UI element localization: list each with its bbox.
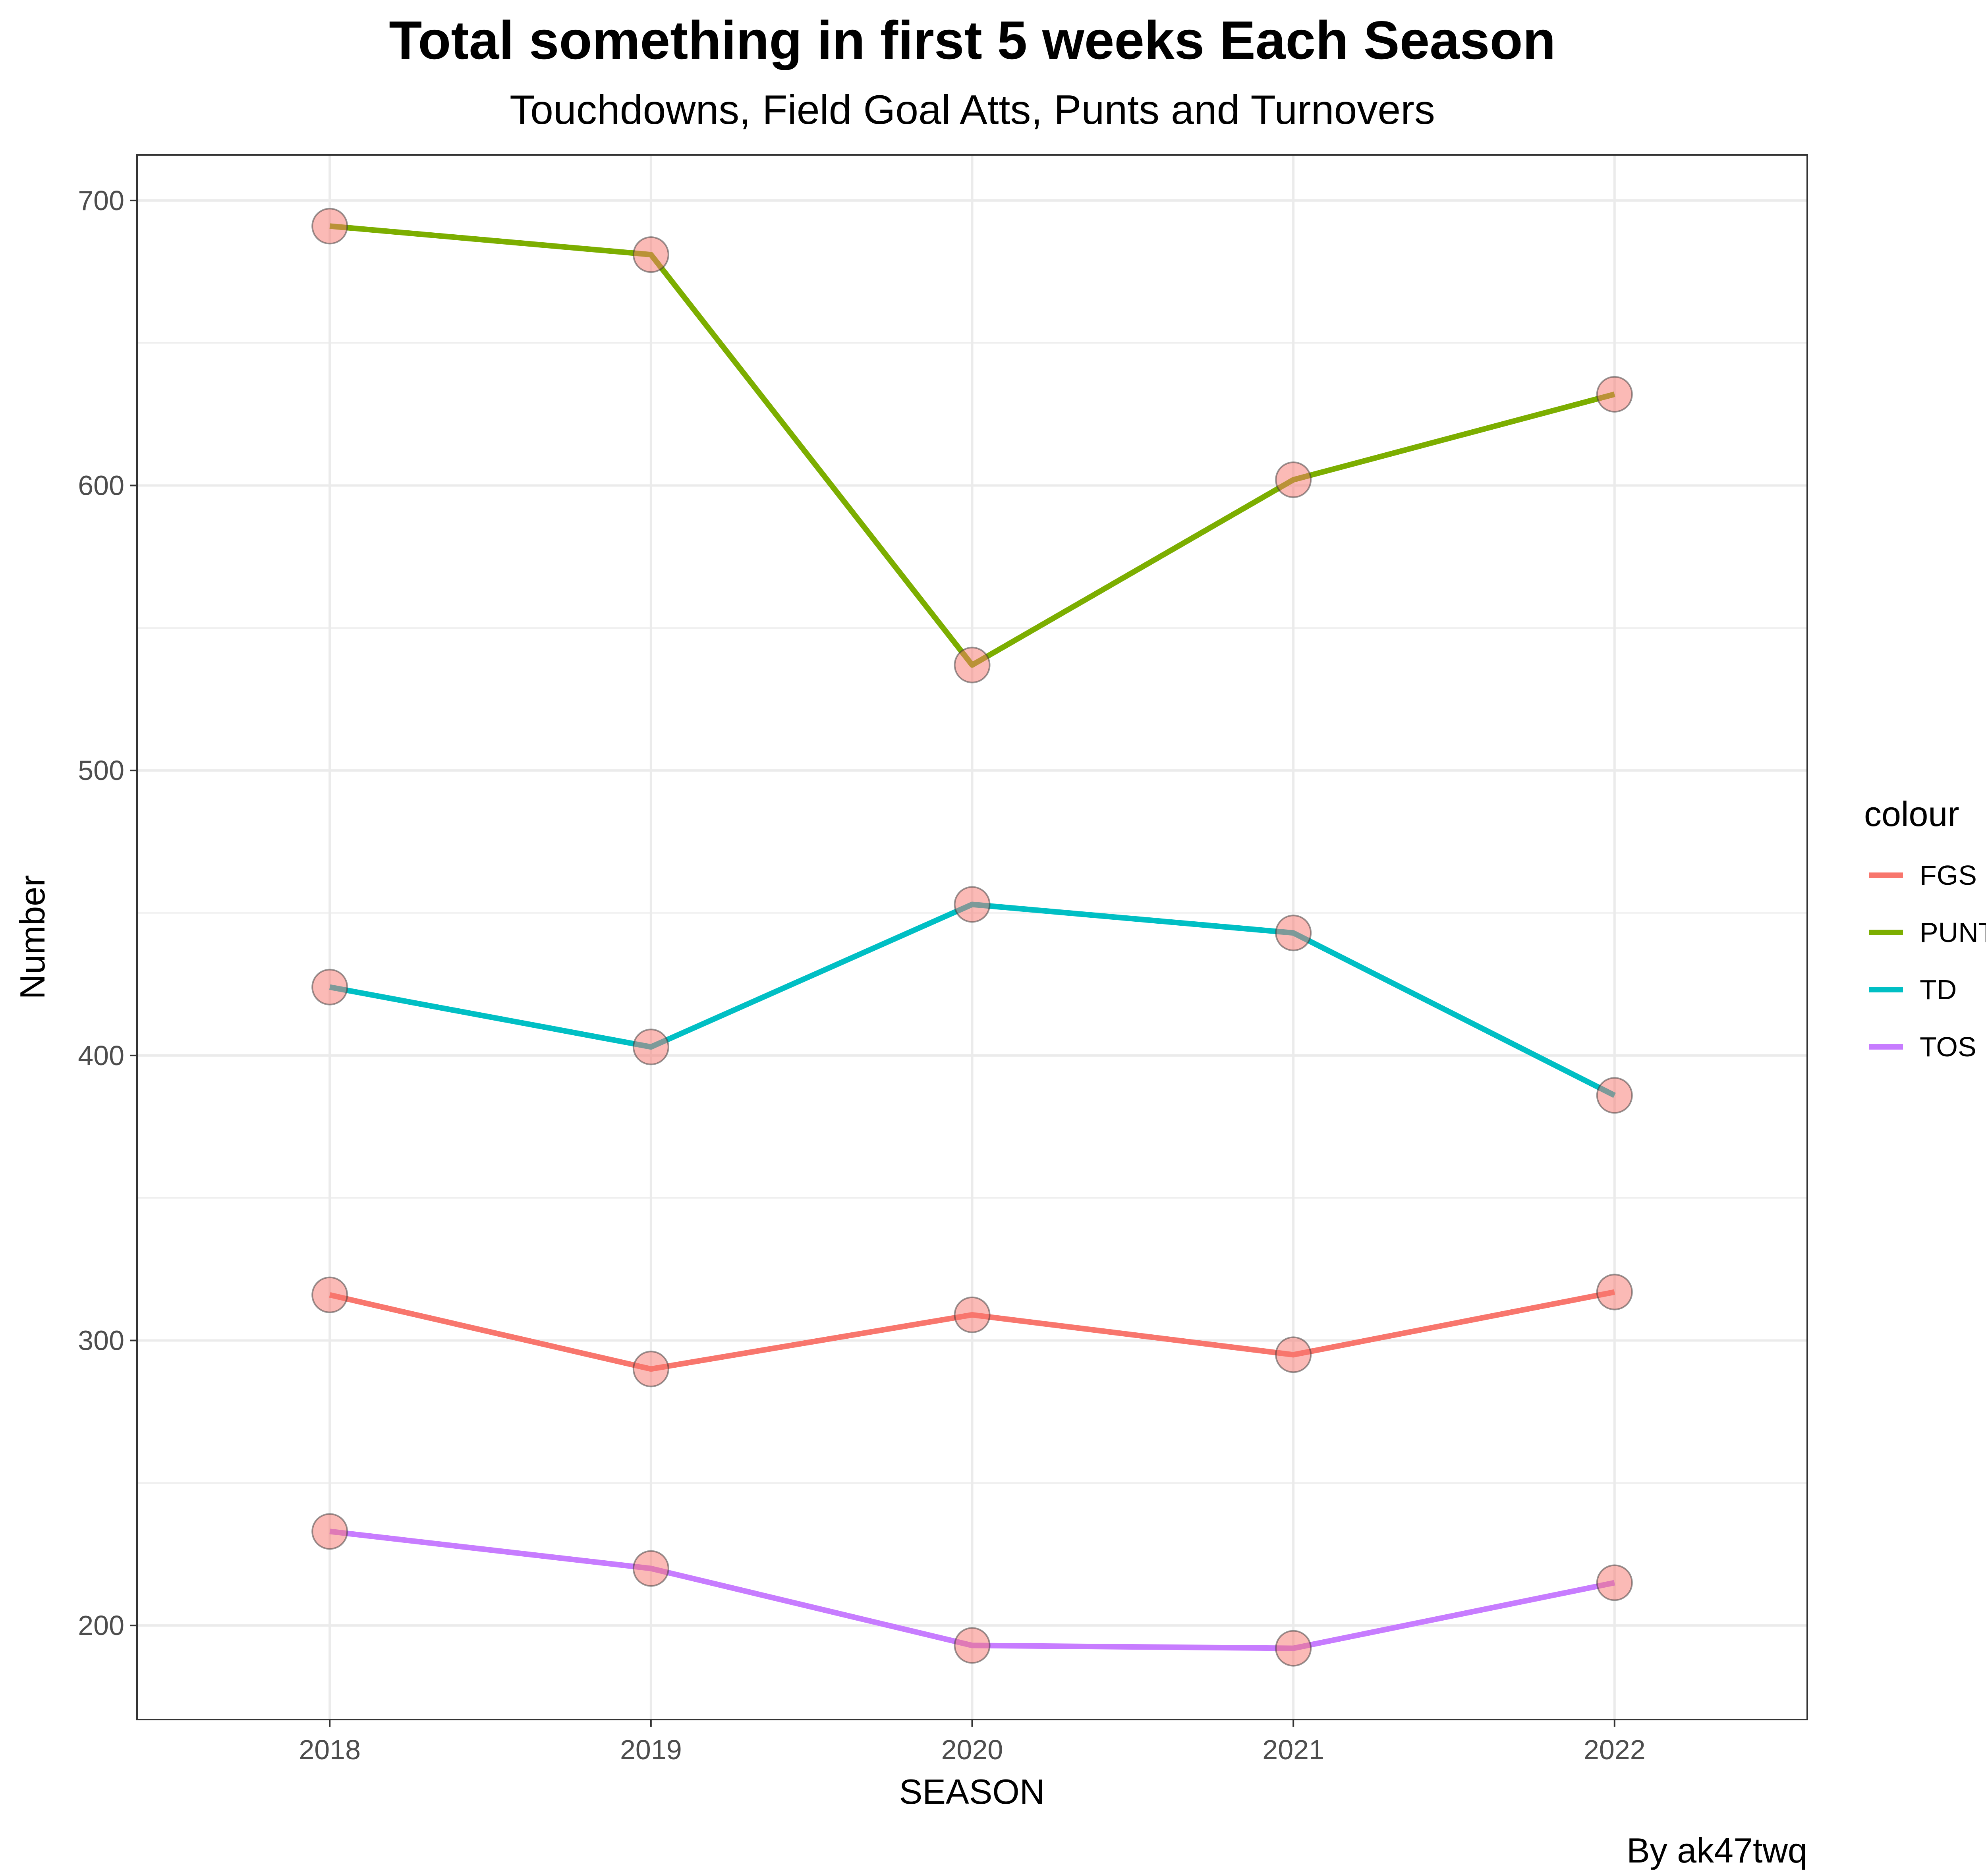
data-point-fgs [1596, 1274, 1633, 1310]
data-point-tos [311, 1513, 348, 1550]
data-point-td [954, 886, 991, 923]
data-point-tos [632, 1550, 669, 1587]
legend-label: PUNTS [1920, 917, 1986, 948]
y-tick-label: 200 [78, 1610, 124, 1641]
x-axis: 2018 2019 2020 2021 2022 [299, 1720, 1646, 1765]
data-point-punts [1275, 461, 1312, 498]
y-tick-label: 400 [78, 1040, 124, 1071]
legend-items: FGS PUNTS TD TOS [1869, 860, 1986, 1062]
legend-item-td: TD [1869, 974, 1957, 1005]
data-point-punts [954, 647, 991, 683]
legend-title: colour [1864, 794, 1959, 834]
chart-title: Total something in first 5 weeks Each Se… [389, 10, 1555, 70]
legend-label: TD [1920, 974, 1957, 1005]
x-tick-label: 2021 [1262, 1734, 1324, 1765]
data-point-td [311, 969, 348, 1006]
y-axis: 200 300 400 500 600 700 [78, 185, 137, 1641]
y-tick-label: 700 [78, 185, 124, 216]
data-point-punts [311, 208, 348, 245]
y-tick-label: 500 [78, 755, 124, 786]
chart-caption: By ak47twq [1627, 1831, 1807, 1870]
data-point-td [1275, 915, 1312, 952]
legend-item-fgs: FGS [1869, 860, 1977, 891]
data-point-td [632, 1029, 669, 1065]
chart-subtitle: Touchdowns, Field Goal Atts, Punts and T… [510, 87, 1435, 133]
x-tick-label: 2018 [299, 1734, 361, 1765]
legend-label: FGS [1920, 860, 1977, 891]
y-tick-label: 300 [78, 1325, 124, 1356]
x-axis-title: SEASON [899, 1772, 1045, 1811]
data-point-punts [1596, 376, 1633, 413]
data-point-fgs [954, 1296, 991, 1333]
data-points [311, 208, 1633, 1667]
x-tick-label: 2020 [941, 1734, 1003, 1765]
plot-panel [136, 154, 1808, 1720]
legend-label: TOS [1920, 1031, 1976, 1062]
legend: colour FGS PUNTS TD TOS [1864, 794, 1986, 1062]
data-point-fgs [311, 1276, 348, 1313]
data-point-tos [954, 1627, 991, 1664]
y-tick-label: 600 [78, 470, 124, 501]
data-point-td [1596, 1077, 1633, 1114]
x-tick-label: 2022 [1584, 1734, 1646, 1765]
data-point-tos [1596, 1564, 1633, 1601]
legend-item-tos: TOS [1869, 1031, 1976, 1062]
x-tick-label: 2019 [620, 1734, 682, 1765]
data-point-punts [632, 236, 669, 273]
legend-item-punts: PUNTS [1869, 917, 1986, 948]
data-point-fgs [632, 1351, 669, 1388]
data-point-fgs [1275, 1336, 1312, 1373]
data-point-tos [1275, 1630, 1312, 1667]
y-axis-title: Number [13, 875, 52, 1000]
